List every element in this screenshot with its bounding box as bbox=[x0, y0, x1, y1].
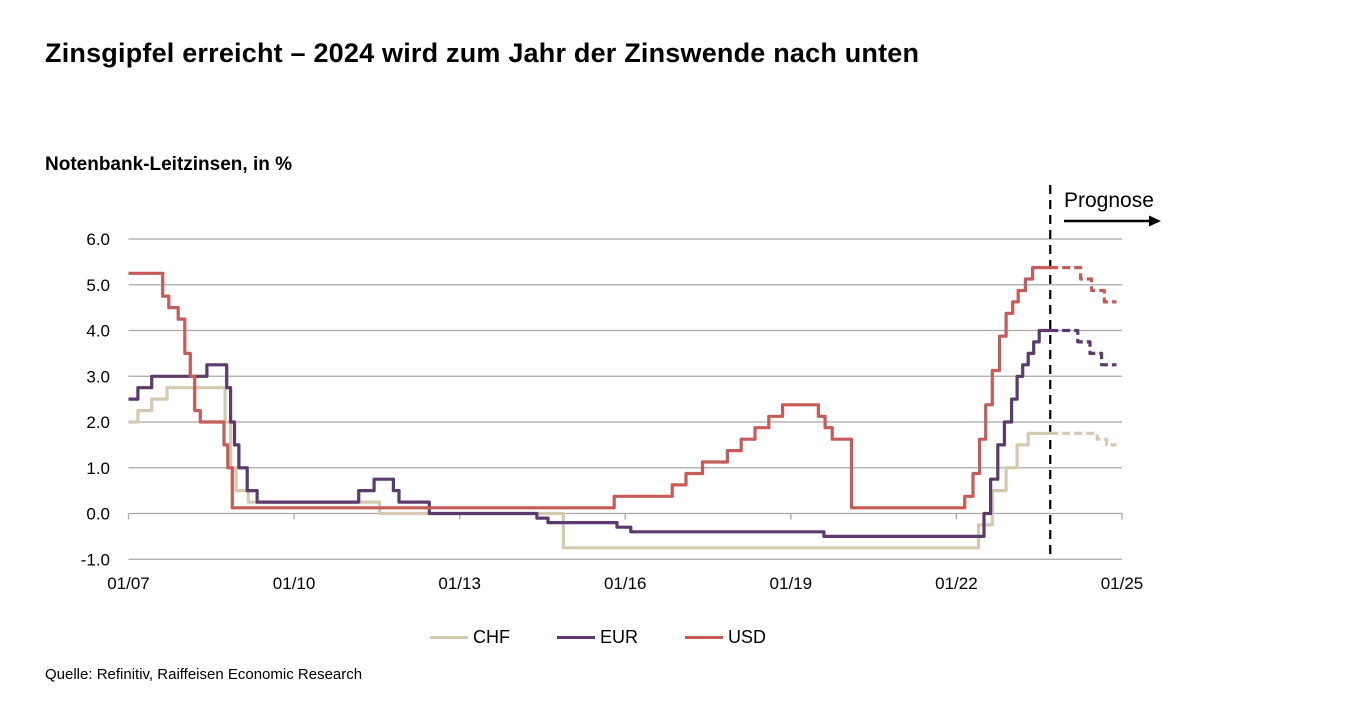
x-axis-label: 01/07 bbox=[107, 574, 150, 593]
x-axis-label: 01/10 bbox=[273, 574, 316, 593]
forecast-label: Prognose bbox=[1064, 189, 1154, 212]
eur-line bbox=[128, 328, 1051, 538]
eur-forecast-line bbox=[1050, 328, 1117, 367]
legend-label: EUR bbox=[600, 627, 639, 647]
x-axis-label: 01/22 bbox=[935, 574, 978, 593]
usd-swatch-icon bbox=[685, 636, 724, 639]
y-axis-label: 5.0 bbox=[86, 276, 110, 295]
y-axis-label: 3.0 bbox=[86, 367, 110, 386]
x-axis-label: 01/19 bbox=[770, 574, 813, 593]
y-axis-label: 4.0 bbox=[86, 322, 110, 341]
chart-subtitle: Notenbank-Leitzinsen, in % bbox=[45, 154, 293, 175]
legend-item-eur: EUR bbox=[557, 627, 638, 648]
y-axis-label: 0.0 bbox=[86, 505, 110, 524]
forecast-annotation: Prognose bbox=[1064, 189, 1162, 227]
legend-item-chf: CHF bbox=[430, 627, 510, 648]
x-axis-label: 01/16 bbox=[604, 574, 647, 593]
usd-line bbox=[128, 266, 1051, 510]
y-axis-label: -1.0 bbox=[81, 550, 110, 569]
y-axis-label: 1.0 bbox=[86, 459, 110, 478]
source-note: Quelle: Refinitiv, Raiffeisen Economic R… bbox=[45, 666, 363, 683]
legend-label: CHF bbox=[473, 627, 510, 647]
y-axis-label: 2.0 bbox=[86, 413, 110, 432]
chf-swatch-icon bbox=[430, 636, 468, 639]
right-arrow-icon bbox=[1064, 215, 1161, 227]
page-title: Zinsgipfel erreicht – 2024 wird zum Jahr… bbox=[45, 38, 920, 68]
eur-swatch-icon bbox=[557, 636, 595, 639]
y-axis-label: 6.0 bbox=[86, 230, 110, 249]
x-axis-label: 01/13 bbox=[438, 574, 481, 593]
legend-item-usd: USD bbox=[685, 627, 766, 648]
x-axis-label: 01/25 bbox=[1101, 574, 1144, 593]
chf-forecast-line bbox=[1050, 431, 1117, 447]
legend-label: USD bbox=[728, 627, 767, 647]
usd-forecast-line bbox=[1050, 266, 1117, 304]
legend: CHF EUR USD bbox=[430, 627, 766, 648]
